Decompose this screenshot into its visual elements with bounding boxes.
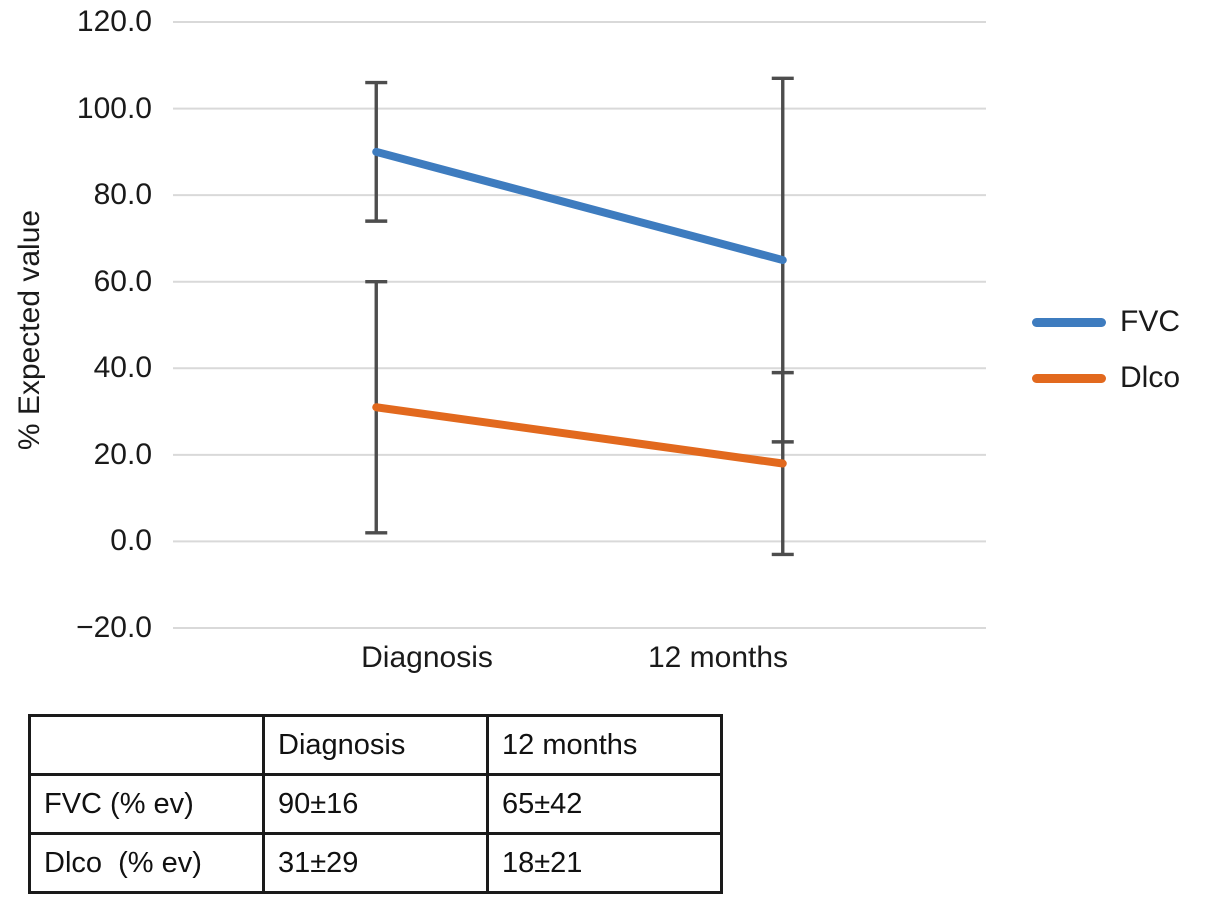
y-tick-label: 40.0 xyxy=(93,351,152,385)
legend-item-label: Dlco xyxy=(1120,361,1181,394)
table-row-label: Dlco (% ev) xyxy=(28,832,265,894)
x-axis-label: 12 months xyxy=(647,641,789,674)
data-table: Diagnosis 12 months FVC (% ev) 90±16 65±42 D… xyxy=(28,714,723,894)
legend-item-dlco: Dlco xyxy=(1032,361,1180,395)
y-tick-label: 20.0 xyxy=(93,437,152,471)
table-head: Diagnosis 12 months xyxy=(28,714,723,776)
table-row: FVC (% ev) 90±16 65±42 xyxy=(28,773,723,835)
legend-line-swatch xyxy=(1032,373,1106,383)
y-tick-label: 80.0 xyxy=(93,178,152,212)
y-tick-label: 0.0 xyxy=(110,524,152,558)
table-header-cell: Diagnosis xyxy=(262,714,489,776)
legend-line-swatch xyxy=(1032,317,1106,327)
table-body: FVC (% ev) 90±16 65±42 Dlco (% ev) 31±29 18±2… xyxy=(28,773,723,894)
table-header-cell: 12 months xyxy=(486,714,723,776)
x-axis-label: Diagnosis xyxy=(361,641,493,674)
table-cell: 31±29 xyxy=(262,832,489,894)
table-header-cell xyxy=(28,714,265,776)
table-row: Dlco (% ev) 31±29 18±21 xyxy=(28,832,723,894)
series-line-dlco xyxy=(372,403,787,468)
plot-area xyxy=(173,21,986,629)
series-line-fvc xyxy=(372,147,787,265)
table-row-label: FVC (% ev) xyxy=(28,773,265,835)
y-tick-label: 60.0 xyxy=(93,264,152,298)
y-tick-label: 100.0 xyxy=(76,91,152,125)
y-tick-label: −20.0 xyxy=(76,611,152,644)
legend-item-label: FVC xyxy=(1120,305,1180,338)
line-chart: % Expected value 120.0 100.0 80.0 60.0 40.0 2… xyxy=(13,5,1180,674)
y-tick-label: 120.0 xyxy=(76,5,152,38)
table-cell: 18±21 xyxy=(486,832,723,894)
table-cell: 65±42 xyxy=(486,773,723,835)
table-cell: 90±16 xyxy=(262,773,489,835)
table-header-row: Diagnosis 12 months xyxy=(28,714,723,776)
legend-item-fvc: FVC xyxy=(1032,305,1180,339)
